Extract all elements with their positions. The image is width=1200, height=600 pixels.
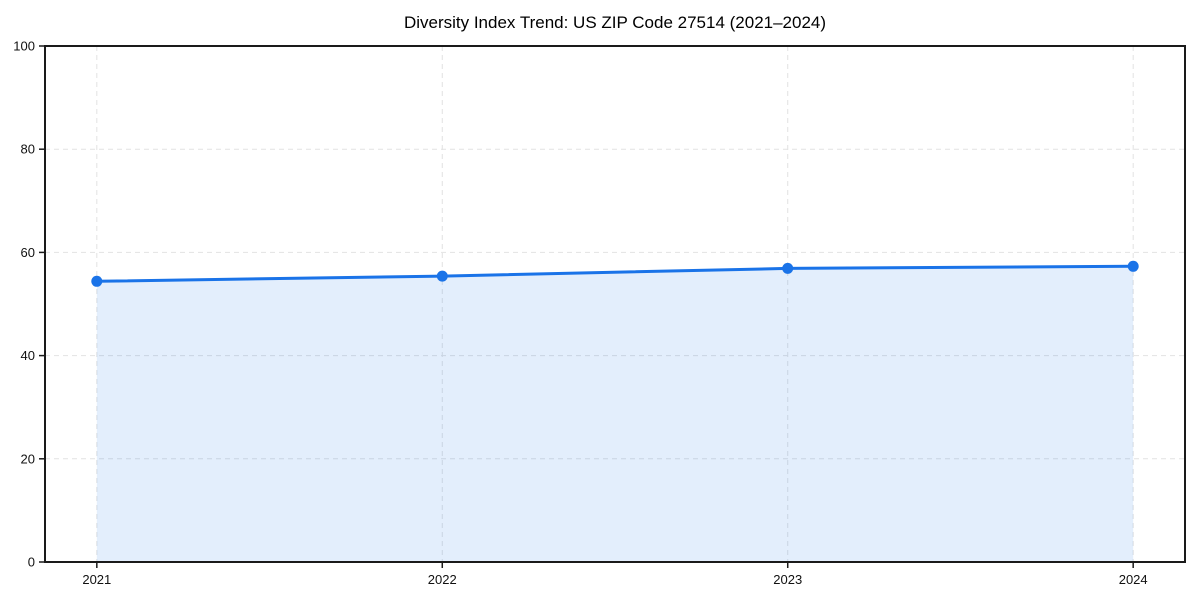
y-tick-label: 80: [21, 142, 35, 157]
x-tick-label: 2023: [773, 572, 802, 587]
data-point-marker: [91, 275, 103, 287]
plot-border: [44, 45, 1186, 563]
y-tick-label: 20: [21, 451, 35, 466]
trend-line: [95, 264, 1135, 283]
x-tick-label: 2024: [1119, 572, 1148, 587]
y-tick-label: 60: [21, 245, 35, 260]
y-tick-label: 40: [21, 348, 35, 363]
y-tick-label: 100: [13, 39, 35, 54]
data-point-marker: [436, 270, 448, 282]
chart-title: Diversity Index Trend: US ZIP Code 27514…: [403, 13, 827, 32]
data-point-marker: [782, 262, 794, 274]
data-point-marker: [1127, 260, 1139, 272]
x-tick-label: 2022: [428, 572, 457, 587]
y-tick-label: 0: [28, 555, 35, 570]
x-tick-label: 2021: [82, 572, 111, 587]
area-fill: [96, 266, 1134, 562]
